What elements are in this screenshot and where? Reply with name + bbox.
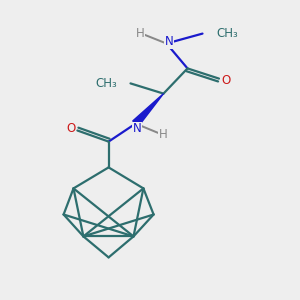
Text: CH₃: CH₃ — [216, 27, 238, 40]
Text: O: O — [221, 74, 230, 87]
Text: CH₃: CH₃ — [95, 77, 117, 90]
Text: H: H — [159, 128, 168, 142]
Text: O: O — [66, 122, 75, 135]
Text: N: N — [133, 122, 142, 136]
Text: H: H — [136, 27, 145, 40]
Polygon shape — [133, 94, 164, 126]
Text: N: N — [164, 35, 173, 49]
